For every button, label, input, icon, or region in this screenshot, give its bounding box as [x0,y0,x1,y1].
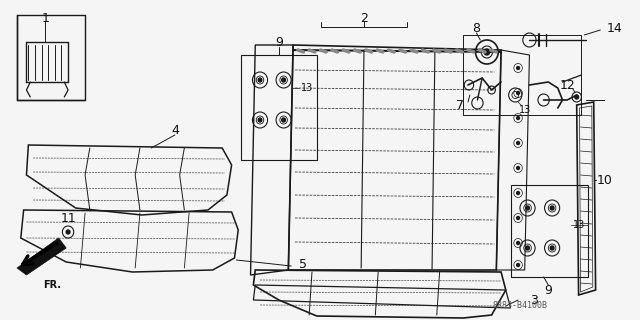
Circle shape [484,49,490,55]
Circle shape [516,67,520,69]
Circle shape [516,217,520,220]
Text: 12: 12 [559,78,575,92]
Text: 13: 13 [518,105,531,115]
Circle shape [550,246,554,250]
Text: 2: 2 [360,12,368,25]
Text: 3: 3 [530,293,538,307]
Circle shape [516,263,520,267]
Circle shape [516,191,520,195]
Circle shape [516,92,520,94]
Text: FR.: FR. [43,280,61,290]
Text: 14: 14 [607,21,622,35]
Text: 11: 11 [60,212,76,225]
Polygon shape [17,238,66,275]
Circle shape [516,166,520,170]
Text: 9: 9 [275,36,283,49]
Circle shape [282,118,285,122]
Text: 13: 13 [572,220,585,230]
Text: 7: 7 [456,99,465,111]
Text: 5: 5 [298,259,307,271]
Circle shape [525,206,529,210]
Text: 8: 8 [472,21,481,35]
Circle shape [516,141,520,145]
Text: 6: 6 [639,93,640,107]
Circle shape [66,230,70,234]
Circle shape [282,78,285,82]
Text: 4: 4 [171,124,179,137]
Text: 13: 13 [301,83,314,93]
Text: 1: 1 [42,12,49,25]
Text: 10: 10 [597,173,613,187]
Circle shape [550,206,554,210]
Circle shape [516,242,520,244]
Circle shape [258,78,262,82]
Circle shape [258,118,262,122]
Circle shape [575,95,579,99]
Circle shape [516,116,520,119]
Text: 8R83-B4100B: 8R83-B4100B [493,301,548,310]
Text: 9: 9 [545,284,552,297]
Circle shape [525,246,529,250]
